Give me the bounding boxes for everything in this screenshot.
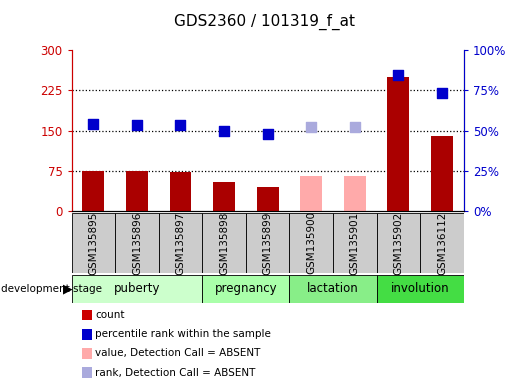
Text: GSM135900: GSM135900 xyxy=(306,211,316,275)
Text: puberty: puberty xyxy=(113,283,160,295)
Point xyxy=(89,121,98,127)
Bar xyxy=(126,171,148,211)
Bar xyxy=(202,275,289,303)
Bar xyxy=(72,275,202,303)
Text: count: count xyxy=(95,310,125,320)
Point xyxy=(350,124,359,130)
Text: GSM135901: GSM135901 xyxy=(350,211,360,275)
Bar xyxy=(213,182,235,211)
Bar xyxy=(377,275,464,303)
Bar xyxy=(83,171,104,211)
Bar xyxy=(387,77,409,211)
Text: pregnancy: pregnancy xyxy=(215,283,277,295)
Point xyxy=(132,122,141,128)
Point xyxy=(307,124,315,130)
Text: development stage: development stage xyxy=(1,284,102,294)
Text: GSM135899: GSM135899 xyxy=(263,211,272,275)
Text: GSM135897: GSM135897 xyxy=(175,211,186,275)
Text: percentile rank within the sample: percentile rank within the sample xyxy=(95,329,271,339)
Point xyxy=(176,122,185,128)
Bar xyxy=(289,213,333,273)
Bar xyxy=(246,213,289,273)
Text: value, Detection Call = ABSENT: value, Detection Call = ABSENT xyxy=(95,348,261,359)
Bar xyxy=(333,213,377,273)
Text: GDS2360 / 101319_f_at: GDS2360 / 101319_f_at xyxy=(174,13,356,30)
Bar xyxy=(72,213,115,273)
Bar xyxy=(377,213,420,273)
Bar xyxy=(289,275,377,303)
Bar xyxy=(301,176,322,211)
Bar xyxy=(420,213,464,273)
Text: GSM135895: GSM135895 xyxy=(89,211,99,275)
Text: involution: involution xyxy=(391,283,449,295)
Bar xyxy=(202,213,246,273)
Bar xyxy=(344,176,366,211)
Point xyxy=(220,127,228,134)
Point xyxy=(263,131,272,137)
Point xyxy=(438,90,446,96)
Text: lactation: lactation xyxy=(307,283,359,295)
Text: GSM136112: GSM136112 xyxy=(437,211,447,275)
Bar xyxy=(257,187,279,211)
Bar xyxy=(115,213,158,273)
Point xyxy=(394,72,403,78)
Text: GSM135898: GSM135898 xyxy=(219,211,229,275)
Text: rank, Detection Call = ABSENT: rank, Detection Call = ABSENT xyxy=(95,367,256,378)
Text: GSM135896: GSM135896 xyxy=(132,211,142,275)
Bar xyxy=(170,172,191,211)
Bar xyxy=(158,213,202,273)
Text: ▶: ▶ xyxy=(63,283,72,295)
Text: GSM135902: GSM135902 xyxy=(393,211,403,275)
Bar xyxy=(431,136,453,211)
